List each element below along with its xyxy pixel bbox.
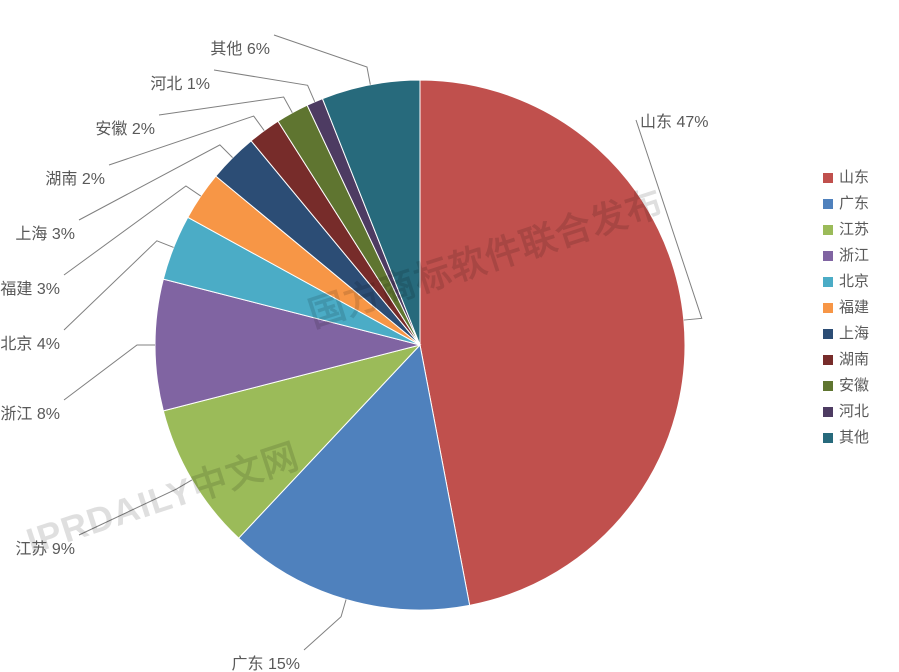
leader-line bbox=[159, 97, 292, 115]
legend-label: 其他 bbox=[839, 430, 869, 445]
legend-label: 北京 bbox=[839, 274, 869, 289]
slice-label-guangdong: 广东 15% bbox=[232, 650, 300, 672]
legend-swatch-zhejiang bbox=[823, 251, 833, 261]
legend: 山东 广东 江苏 浙江 北京 福建 上海 湖南 bbox=[823, 170, 869, 456]
slice-label-fujian: 福建 3% bbox=[0, 275, 60, 299]
legend-label: 上海 bbox=[839, 326, 869, 341]
legend-label: 广东 bbox=[839, 196, 869, 211]
legend-item-fujian: 福建 bbox=[823, 300, 869, 315]
slice-label-hunan: 湖南 2% bbox=[45, 165, 105, 189]
slice-label-beijing: 北京 4% bbox=[0, 330, 60, 354]
pie-chart bbox=[0, 0, 899, 672]
legend-item-guangdong: 广东 bbox=[823, 196, 869, 211]
slice-label-shanghai: 上海 3% bbox=[15, 220, 75, 244]
legend-item-qita: 其他 bbox=[823, 430, 869, 445]
legend-swatch-shandong bbox=[823, 173, 833, 183]
slice-label-qita: 其他 6% bbox=[210, 35, 270, 59]
legend-label: 安徽 bbox=[839, 378, 869, 393]
legend-swatch-hebei bbox=[823, 407, 833, 417]
legend-label: 福建 bbox=[839, 300, 869, 315]
legend-swatch-shanghai bbox=[823, 329, 833, 339]
legend-item-shandong: 山东 bbox=[823, 170, 869, 185]
pie-chart-container: 山东 广东 江苏 浙江 北京 福建 上海 湖南 bbox=[0, 0, 899, 672]
slice-label-hebei: 河北 1% bbox=[150, 70, 210, 94]
slice-label-jiangsu: 江苏 9% bbox=[15, 535, 75, 559]
legend-label: 江苏 bbox=[839, 222, 869, 237]
slice-label-shandong: 山东 47% bbox=[640, 108, 708, 132]
legend-swatch-qita bbox=[823, 433, 833, 443]
legend-swatch-jiangsu bbox=[823, 225, 833, 235]
legend-item-beijing: 北京 bbox=[823, 274, 869, 289]
legend-label: 山东 bbox=[839, 170, 869, 185]
leader-line bbox=[214, 70, 315, 102]
leader-line bbox=[304, 599, 346, 650]
legend-label: 河北 bbox=[839, 404, 869, 419]
legend-label: 湖南 bbox=[839, 352, 869, 367]
legend-swatch-fujian bbox=[823, 303, 833, 313]
slice-label-zhejiang: 浙江 8% bbox=[0, 400, 60, 424]
leader-line bbox=[64, 345, 155, 400]
legend-item-shanghai: 上海 bbox=[823, 326, 869, 341]
legend-swatch-anhui bbox=[823, 381, 833, 391]
leader-line bbox=[79, 480, 192, 535]
pie-slice-shandong bbox=[420, 80, 685, 605]
legend-swatch-beijing bbox=[823, 277, 833, 287]
legend-swatch-hunan bbox=[823, 355, 833, 365]
legend-item-hunan: 湖南 bbox=[823, 352, 869, 367]
legend-label: 浙江 bbox=[839, 248, 869, 263]
leader-line bbox=[274, 35, 370, 85]
legend-item-anhui: 安徽 bbox=[823, 378, 869, 393]
legend-item-jiangsu: 江苏 bbox=[823, 222, 869, 237]
legend-item-zhejiang: 浙江 bbox=[823, 248, 869, 263]
legend-swatch-guangdong bbox=[823, 199, 833, 209]
slice-label-anhui: 安徽 2% bbox=[95, 115, 155, 139]
legend-item-hebei: 河北 bbox=[823, 404, 869, 419]
